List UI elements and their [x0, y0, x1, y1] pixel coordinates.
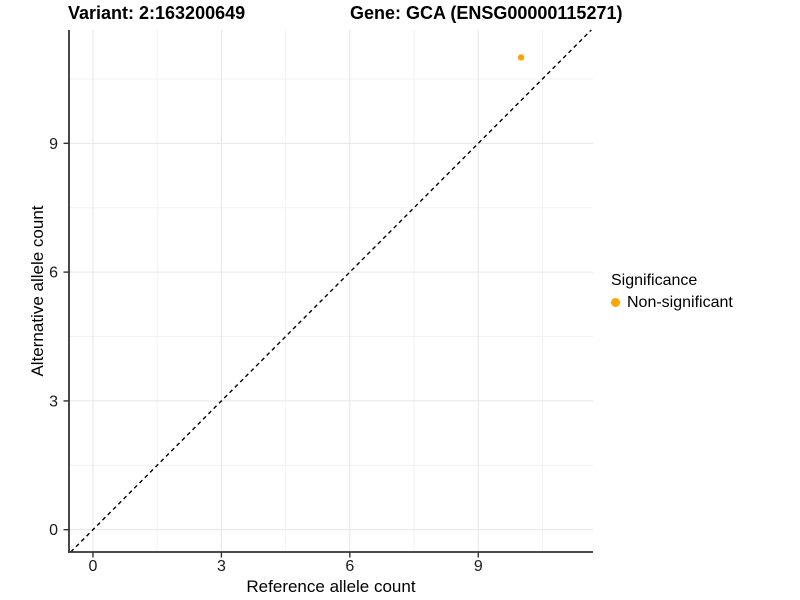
x-tick-label: 0 — [89, 558, 98, 575]
y-tick-label: 0 — [49, 522, 58, 539]
plot-title-variant: Variant: 2:163200649 — [68, 3, 246, 23]
legend-title: Significance — [611, 272, 698, 289]
legend-point-icon — [611, 298, 620, 307]
axis-lines — [68, 30, 593, 553]
identity-reference-line — [70, 29, 592, 553]
x-axis-label: Reference allele count — [246, 577, 416, 596]
y-tick-label: 6 — [49, 265, 58, 282]
legend-item-label: Non-significant — [627, 294, 733, 311]
grid-major — [69, 30, 593, 552]
y-tick-label: 9 — [49, 136, 58, 153]
x-tick-label: 6 — [345, 558, 354, 575]
legend: Significance Non-significant — [611, 271, 733, 312]
data-points — [517, 54, 525, 61]
tick-labels: 0 3 6 9 0 3 6 9 — [49, 136, 483, 575]
data-point — [517, 54, 525, 61]
y-axis-label: Alternative allele count — [28, 205, 47, 377]
y-tick-label: 3 — [49, 393, 58, 410]
x-tick-label: 3 — [217, 558, 226, 575]
plot-title-gene: Gene: GCA (ENSG00000115271) — [350, 3, 623, 23]
x-tick-label: 9 — [474, 558, 483, 575]
reference-line-group — [70, 29, 592, 553]
legend-item-non-significant: Non-significant — [611, 293, 733, 312]
axis-ticks — [63, 142, 479, 558]
